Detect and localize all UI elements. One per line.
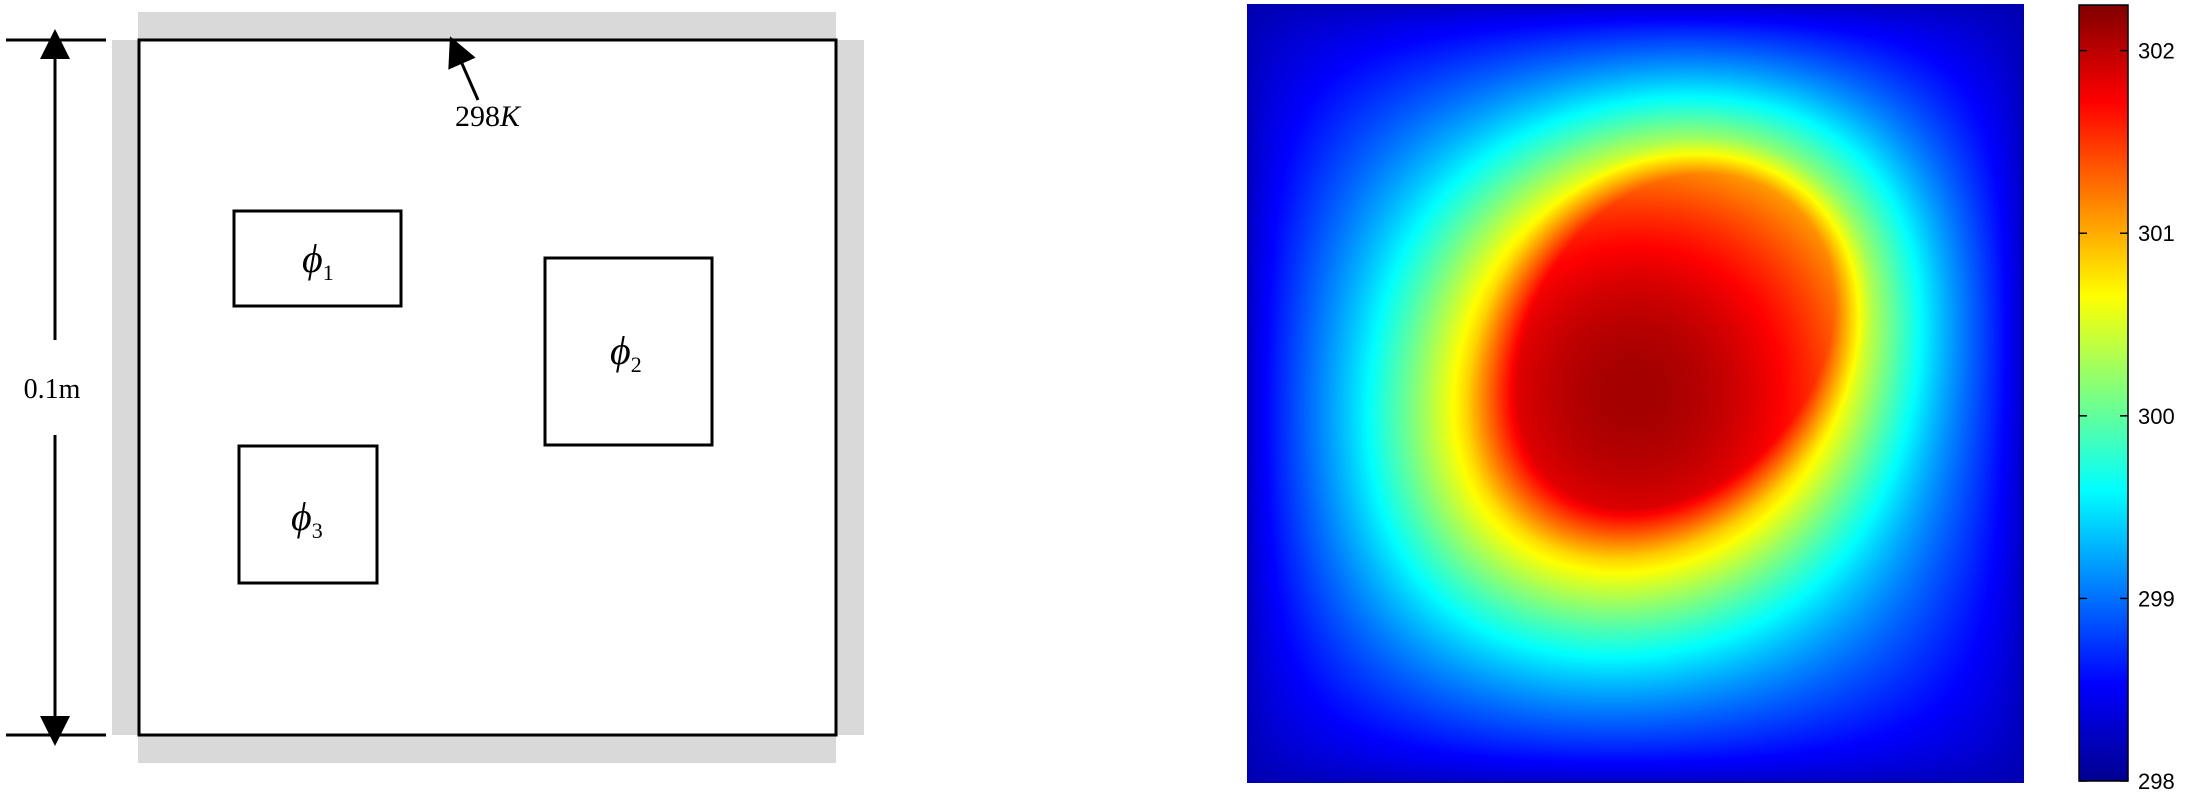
- schematic: 0.1m 298K ϕ1 ϕ2 ϕ3: [6, 12, 864, 763]
- boundary-strip-left: [112, 40, 139, 735]
- colorbar-tick-label: 300: [2138, 404, 2175, 429]
- component-3-symbol: ϕ: [291, 494, 312, 539]
- boundary-temperature-unit: K: [499, 100, 522, 133]
- component-2: [543, 256, 714, 447]
- colorbar-tick-label: 298: [2138, 769, 2175, 794]
- boundary-strip-bottom: [138, 735, 836, 763]
- component-3: [237, 444, 379, 585]
- component-1: [232, 209, 403, 308]
- boundary-arrow: [448, 36, 480, 101]
- heatmap-canvas: [1247, 4, 2024, 783]
- boundary-temperature-value: 298: [455, 100, 500, 133]
- heatmap-canvas-box: [1247, 4, 2024, 783]
- boundary-strip-right: [836, 40, 864, 735]
- component-3-label: ϕ3: [291, 494, 323, 543]
- component-1-index: 1: [323, 260, 334, 285]
- component-2-label: ϕ2: [610, 328, 642, 377]
- colorbar: [2078, 4, 2129, 782]
- component-2-index: 2: [631, 352, 642, 377]
- component-2-symbol: ϕ: [610, 328, 631, 373]
- boundary-temperature-label: 298K: [455, 100, 522, 133]
- dimension-label: 0.1m: [24, 374, 81, 405]
- colorbar-tick-label: 302: [2138, 39, 2175, 64]
- temperature-field: 298 299 300 301 302: [1247, 4, 2175, 794]
- colorbar-tick-label: 301: [2138, 221, 2175, 246]
- colorbar-ticks: 298 299 300 301 302: [2079, 39, 2175, 794]
- component-1-label: ϕ1: [302, 236, 334, 285]
- domain-boundary: [137, 38, 838, 737]
- colorbar-tick-label: 299: [2138, 586, 2175, 611]
- heatmap-plot-area: [1247, 4, 2024, 783]
- boundary-strip-top: [138, 12, 836, 40]
- component-1-symbol: ϕ: [302, 236, 323, 281]
- component-3-index: 3: [312, 518, 323, 543]
